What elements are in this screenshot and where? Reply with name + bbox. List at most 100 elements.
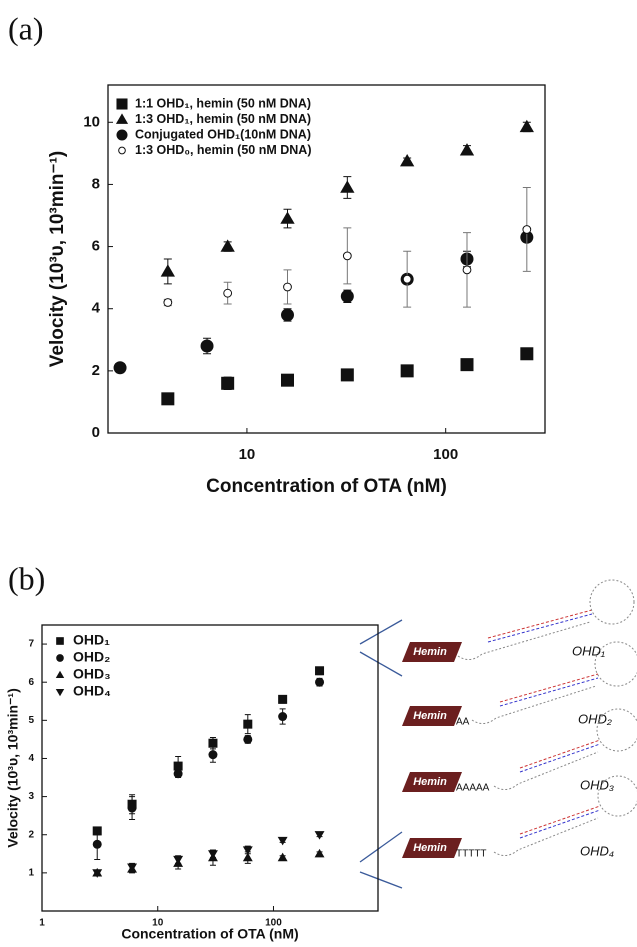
- connector: [359, 651, 403, 677]
- data-point: [314, 848, 325, 858]
- y-tick-label: 7: [28, 639, 34, 650]
- y-tick-label: 2: [28, 829, 34, 840]
- legend-marker: [55, 670, 65, 679]
- data-point: [113, 361, 127, 375]
- construct-name: OHD₁: [572, 643, 605, 658]
- legend-marker: [116, 129, 128, 141]
- data-point: [315, 666, 325, 676]
- hemin-box: [402, 642, 462, 662]
- loop: [589, 579, 635, 625]
- stem: [499, 677, 599, 707]
- legend-marker: [116, 98, 128, 110]
- legend-label: OHD₃: [73, 666, 111, 682]
- stem: [519, 743, 601, 773]
- panel-label: (b): [8, 560, 45, 596]
- data-point: [460, 358, 474, 372]
- data-point: [340, 368, 354, 382]
- data-point: [242, 846, 253, 855]
- x-tick-label: 10: [239, 446, 256, 463]
- y-tick-label: 6: [28, 677, 34, 688]
- legend-label: 1:3 OHD₀, hemin (50 nM DNA): [135, 143, 311, 157]
- data-point: [280, 373, 294, 387]
- data-point: [173, 769, 183, 779]
- data-point: [278, 694, 288, 704]
- data-point: [223, 288, 233, 298]
- data-point: [243, 719, 253, 729]
- hemin-box: [402, 772, 462, 792]
- data-point: [519, 119, 534, 133]
- y-tick-label: 1: [28, 868, 34, 879]
- linker: AA: [456, 717, 470, 728]
- data-point: [400, 153, 415, 167]
- data-point: [208, 850, 218, 859]
- legend-label: OHD₁: [73, 632, 110, 648]
- data-point: [462, 265, 472, 275]
- strand: [457, 621, 591, 660]
- legend-marker: [118, 146, 126, 155]
- hemin-box: [402, 706, 462, 726]
- y-axis-title: Velocity (10³υ, 10³min⁻¹): [5, 688, 21, 847]
- stem: [487, 613, 593, 643]
- legend-label: OHD₄: [73, 683, 111, 699]
- y-tick-label: 10: [83, 113, 100, 130]
- data-point: [221, 376, 235, 390]
- x-tick-label: 10: [152, 918, 164, 929]
- linker: TTTTT: [456, 849, 487, 860]
- y-tick-label: 8: [92, 175, 100, 192]
- y-tick-label: 2: [92, 362, 100, 379]
- legend-label: Conjugated OHD₁(10nM DNA): [135, 127, 311, 141]
- stem: [519, 809, 601, 839]
- data-point: [243, 734, 253, 744]
- construct-name: OHD₄: [580, 843, 614, 858]
- data-point: [278, 712, 288, 722]
- construct-name: OHD₃: [580, 777, 614, 792]
- legend-marker: [115, 113, 129, 124]
- data-point: [340, 180, 355, 193]
- stem: [519, 805, 601, 835]
- x-tick-label: 100: [433, 446, 458, 463]
- construct: Hemin OHD₁: [402, 579, 635, 662]
- data-point: [280, 211, 295, 224]
- hemin-label: Hemin: [413, 646, 447, 658]
- plot-frame: [107, 84, 546, 434]
- loop: [597, 775, 637, 817]
- data-point: [160, 264, 175, 277]
- data-point: [208, 750, 218, 760]
- connectors: [359, 619, 403, 889]
- data-point: [173, 761, 183, 771]
- diagram: Hemin OHD₁ Hemin AA OHD₂ Hemin AAAAA OHD: [402, 579, 637, 860]
- data-point: [173, 855, 184, 865]
- hemin-label: Hemin: [413, 842, 447, 854]
- x-axis-title: Concentration of OTA (nM): [121, 926, 298, 942]
- plot-frame: [41, 624, 379, 912]
- x-axis-title: Concentration of OTA (nM): [206, 476, 447, 497]
- data-point: [92, 869, 103, 878]
- legend-label: OHD₂: [73, 649, 110, 665]
- connector: [359, 831, 403, 863]
- construct: Hemin AA OHD₂: [402, 641, 637, 728]
- stem: [487, 609, 593, 639]
- legend-marker: [56, 637, 64, 645]
- x-tick-label: 100: [265, 918, 282, 929]
- hemin-label: Hemin: [413, 776, 447, 788]
- data-point: [402, 274, 412, 284]
- connector: [359, 619, 403, 645]
- data-point: [400, 364, 414, 378]
- legend-label: 1:3 OHD₁, hemin (50 nM DNA): [135, 112, 311, 126]
- data-point: [242, 852, 253, 862]
- loop: [594, 641, 637, 687]
- data-point: [127, 863, 138, 873]
- data-point: [280, 308, 294, 322]
- y-tick-label: 6: [92, 238, 100, 255]
- legend-marker: [55, 688, 65, 697]
- stem: [499, 673, 599, 703]
- data-point: [315, 677, 325, 687]
- y-tick-label: 4: [28, 753, 34, 764]
- y-tick-label: 4: [92, 300, 101, 317]
- data-point: [161, 392, 175, 406]
- data-point: [520, 347, 534, 361]
- data-point: [314, 831, 325, 840]
- data-point: [277, 836, 288, 846]
- construct-name: OHD₂: [578, 711, 612, 726]
